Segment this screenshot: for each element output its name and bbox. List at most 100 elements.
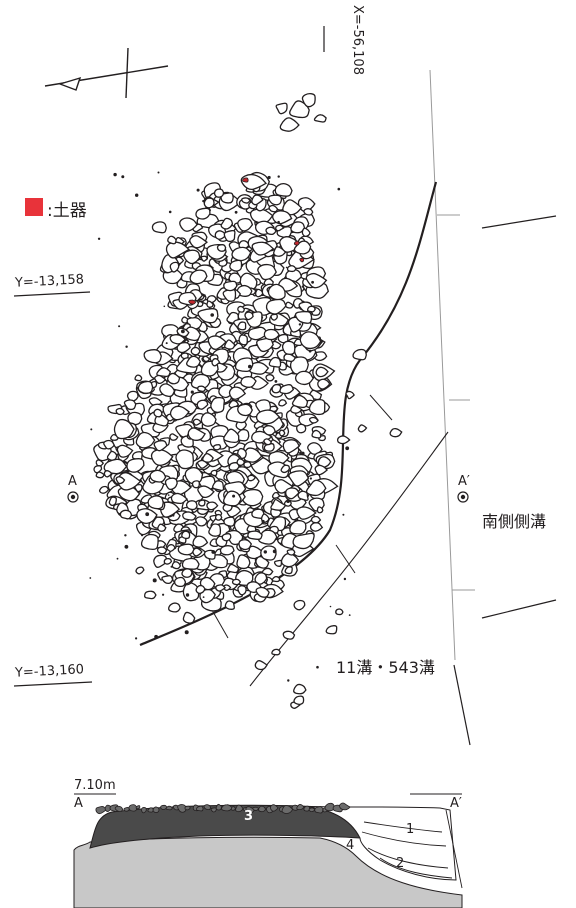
y-grid-line-lower bbox=[13, 681, 93, 687]
profile-layer-2-label: 2 bbox=[396, 856, 405, 871]
stone-scattered bbox=[279, 117, 300, 132]
pottery-fragment bbox=[293, 240, 300, 246]
stone-scattered bbox=[168, 602, 181, 613]
stone-scattered bbox=[336, 435, 351, 445]
stone bbox=[303, 208, 314, 216]
stone bbox=[278, 429, 286, 437]
stone bbox=[284, 566, 293, 575]
stone bbox=[263, 328, 281, 341]
profile-stone bbox=[123, 806, 130, 812]
stone bbox=[238, 240, 250, 249]
section-point-a-label: A bbox=[68, 474, 77, 489]
stone bbox=[95, 459, 105, 467]
stone-dot bbox=[287, 679, 290, 682]
stone-dot bbox=[163, 305, 166, 308]
stone-dot bbox=[342, 513, 345, 516]
stone-dot bbox=[272, 549, 277, 554]
stone bbox=[195, 207, 211, 220]
stone-scattered bbox=[352, 348, 367, 361]
stone bbox=[286, 548, 296, 556]
stone-dot bbox=[274, 380, 278, 383]
stone bbox=[260, 545, 277, 561]
profile-stone bbox=[230, 806, 236, 811]
stone bbox=[181, 557, 200, 570]
stone bbox=[224, 339, 236, 350]
stone-scattered bbox=[345, 390, 355, 400]
stone bbox=[231, 578, 242, 586]
stone-dot bbox=[162, 593, 165, 596]
stone bbox=[147, 495, 164, 510]
stone-scattered bbox=[293, 683, 307, 695]
stone bbox=[237, 585, 247, 596]
stone-dot bbox=[172, 514, 175, 517]
stone bbox=[226, 563, 240, 574]
stone bbox=[237, 305, 246, 313]
south-ditch-label: 南側側溝 bbox=[482, 512, 547, 531]
stone bbox=[208, 523, 222, 537]
profile-layer-4-label: 4 bbox=[346, 838, 355, 853]
stone bbox=[241, 197, 251, 204]
stone bbox=[291, 394, 309, 409]
pottery-fragment bbox=[299, 257, 305, 263]
profile-stone bbox=[281, 805, 294, 814]
stone bbox=[156, 546, 168, 555]
stone bbox=[254, 288, 264, 298]
stone bbox=[274, 183, 293, 197]
stone bbox=[297, 490, 309, 501]
stone bbox=[315, 366, 329, 378]
profile-stone bbox=[258, 805, 267, 813]
stone bbox=[149, 469, 167, 483]
grid-line-right-1 bbox=[481, 215, 557, 229]
stone bbox=[240, 376, 257, 388]
stone bbox=[183, 249, 201, 265]
stone bbox=[195, 584, 206, 595]
profile-stone bbox=[203, 804, 211, 811]
stone-dot bbox=[311, 280, 314, 284]
stone bbox=[181, 568, 193, 578]
stone bbox=[164, 477, 178, 491]
stone bbox=[309, 522, 324, 532]
stone bbox=[219, 545, 235, 556]
stone bbox=[254, 572, 268, 585]
stone bbox=[289, 356, 309, 375]
profile-stone bbox=[252, 806, 260, 811]
stone-dot bbox=[190, 390, 194, 394]
ditch-section-mark-3 bbox=[211, 609, 229, 639]
stone bbox=[184, 467, 204, 485]
stone bbox=[207, 335, 227, 350]
stone-dot bbox=[285, 266, 288, 269]
stone bbox=[196, 399, 209, 410]
stone bbox=[198, 499, 206, 507]
stone bbox=[185, 500, 198, 511]
stone bbox=[192, 547, 203, 557]
stone-dot bbox=[343, 577, 347, 581]
stone bbox=[143, 349, 162, 364]
stone-dot bbox=[301, 285, 304, 288]
stone bbox=[163, 557, 173, 565]
stone-dot bbox=[234, 210, 238, 214]
stone bbox=[308, 416, 319, 424]
stone-dot bbox=[121, 175, 125, 179]
stone-scattered bbox=[271, 648, 281, 656]
profile-surface-stones bbox=[95, 802, 351, 815]
stone-dot bbox=[232, 494, 236, 498]
stone bbox=[251, 194, 264, 206]
pottery-fragment bbox=[188, 299, 197, 305]
stone-dot bbox=[348, 614, 351, 616]
stone bbox=[169, 334, 187, 345]
stone bbox=[131, 451, 143, 461]
stone bbox=[223, 280, 238, 292]
stone bbox=[93, 465, 103, 474]
stone bbox=[281, 340, 296, 355]
stone bbox=[214, 230, 227, 240]
stone bbox=[187, 427, 207, 441]
stone bbox=[126, 390, 139, 402]
stone-dot bbox=[248, 364, 252, 369]
stone bbox=[192, 418, 203, 426]
stone bbox=[224, 600, 235, 610]
stone bbox=[296, 423, 307, 434]
stone bbox=[195, 516, 208, 527]
stone bbox=[206, 300, 214, 308]
profile-upper-fill bbox=[299, 805, 457, 881]
stone bbox=[161, 575, 174, 585]
